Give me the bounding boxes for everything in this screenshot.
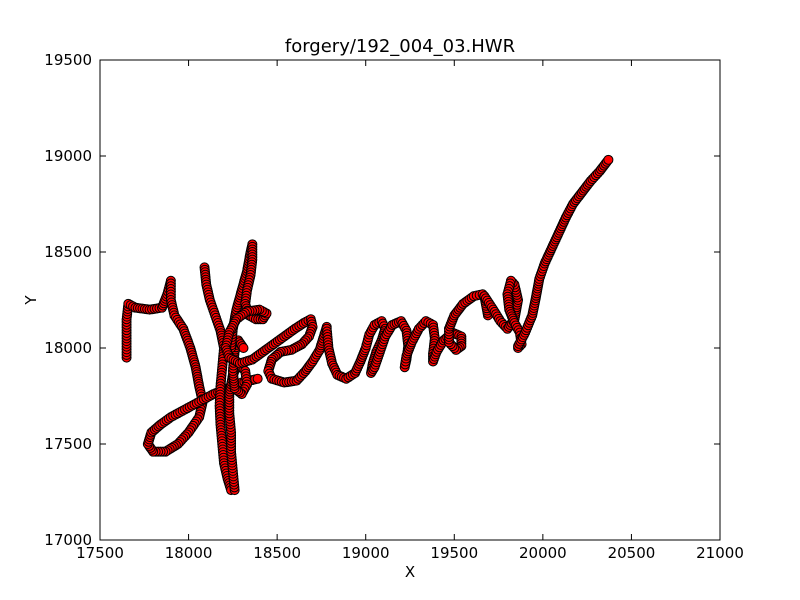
data-point	[238, 343, 249, 353]
x-tick-label: 19000	[342, 544, 390, 562]
x-tick-label: 20500	[608, 544, 656, 562]
data-point	[603, 154, 614, 165]
x-tick-label: 18000	[165, 544, 213, 562]
x-tick-label: 17500	[76, 544, 124, 562]
x-tick-label: 19500	[430, 544, 478, 562]
x-tick-label: 20000	[519, 544, 567, 562]
data-markers	[121, 154, 614, 496]
y-tick-label: 17000	[44, 531, 92, 549]
y-tick-label: 18000	[44, 339, 92, 357]
y-tick-label: 18500	[44, 243, 92, 261]
x-tick-label: 21000	[696, 544, 744, 562]
y-tick-label: 19000	[44, 147, 92, 165]
plot-area-frame	[99, 59, 721, 541]
y-tick-label: 19500	[44, 51, 92, 69]
y-axis-ticks: 17000 17500 18000 18500 19000 19500	[44, 51, 720, 549]
chart-title: forgery/192_004_03.HWR	[285, 36, 515, 57]
y-tick-label: 17500	[44, 435, 92, 453]
x-axis-ticks: 17500 18000 18500 19000 19500 20000 20500 21000	[76, 60, 744, 562]
x-axis-label: X	[405, 563, 415, 581]
x-tick-label: 18500	[253, 544, 301, 562]
y-axis-label: Y	[22, 295, 40, 306]
data-point	[252, 373, 263, 384]
